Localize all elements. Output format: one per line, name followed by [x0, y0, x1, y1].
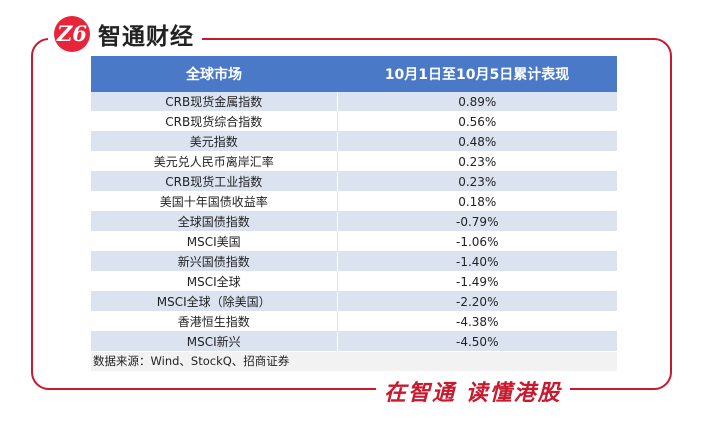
table-row: MSCI全球 -1.49% [91, 271, 617, 292]
column-header-market: 全球市场 [91, 56, 337, 92]
table-row: 新兴国债指数 -1.40% [91, 251, 617, 272]
table-row: 香港恒生指数 -4.38% [91, 311, 617, 332]
performance-value-cell: -1.49% [337, 271, 617, 292]
table-row: MSCI美国 -1.06% [91, 231, 617, 252]
market-name-cell: MSCI美国 [91, 231, 338, 252]
performance-value-cell: 0.23% [337, 171, 617, 192]
market-name-cell: CRB现货金属指数 [91, 92, 338, 112]
column-header-performance: 10月1日至10月5日累计表现 [337, 56, 617, 92]
market-name-cell: 新兴国债指数 [91, 251, 338, 272]
slogan: 在智通 读懂港股 [376, 376, 570, 406]
table-header-row: 全球市场 10月1日至10月5日累计表现 [91, 56, 617, 92]
table-row: 美元指数 0.48% [91, 131, 617, 152]
brand-name: 智通财经 [98, 24, 194, 50]
table-row: CRB现货工业指数 0.23% [91, 171, 617, 192]
market-name-cell: 美国十年国债收益率 [91, 191, 338, 212]
market-name-cell: 美元指数 [91, 131, 338, 152]
performance-value-cell: 0.56% [337, 111, 617, 132]
market-name-cell: MSCI全球（除美国） [91, 291, 338, 312]
performance-value-cell: -1.40% [337, 251, 617, 272]
performance-value-cell: 0.48% [337, 131, 617, 152]
market-name-cell: MSCI全球 [91, 271, 338, 292]
red-frame [31, 38, 672, 390]
zhitong-logo-icon: Z6 [54, 16, 90, 52]
performance-value-cell: 0.18% [337, 191, 617, 212]
slogan-text: 在智通 读懂港股 [384, 381, 562, 406]
table-row: 美元兑人民币离岸汇率 0.23% [91, 151, 617, 172]
market-name-cell: 香港恒生指数 [91, 311, 338, 332]
performance-value-cell: -4.50% [337, 331, 617, 352]
market-name-cell: 美元兑人民币离岸汇率 [91, 151, 338, 172]
market-name-cell: 全球国债指数 [91, 211, 338, 232]
table-row: CRB现货金属指数 0.89% [91, 92, 617, 112]
performance-value-cell: -4.38% [337, 311, 617, 332]
performance-value-cell: -0.79% [337, 211, 617, 232]
table-row: CRB现货综合指数 0.56% [91, 111, 617, 132]
performance-value-cell: -1.06% [337, 231, 617, 252]
performance-value-cell: -2.20% [337, 291, 617, 312]
table-row: 全球国债指数 -0.79% [91, 211, 617, 232]
data-source-note: 数据来源：Wind、StockQ、招商证券 [91, 352, 617, 371]
market-name-cell: CRB现货工业指数 [91, 171, 338, 192]
brand-header: Z6 智通财经 [48, 14, 202, 54]
table-row: MSCI新兴 -4.50% [91, 331, 617, 352]
market-name-cell: MSCI新兴 [91, 331, 338, 352]
market-name-cell: CRB现货综合指数 [91, 111, 338, 132]
performance-value-cell: 0.89% [337, 92, 617, 112]
performance-value-cell: 0.23% [337, 151, 617, 172]
table-row: 美国十年国债收益率 0.18% [91, 191, 617, 212]
performance-table: 全球市场 10月1日至10月5日累计表现 CRB现货金属指数 0.89% CRB现货… [91, 56, 617, 371]
table-row: MSCI全球（除美国） -2.20% [91, 291, 617, 312]
